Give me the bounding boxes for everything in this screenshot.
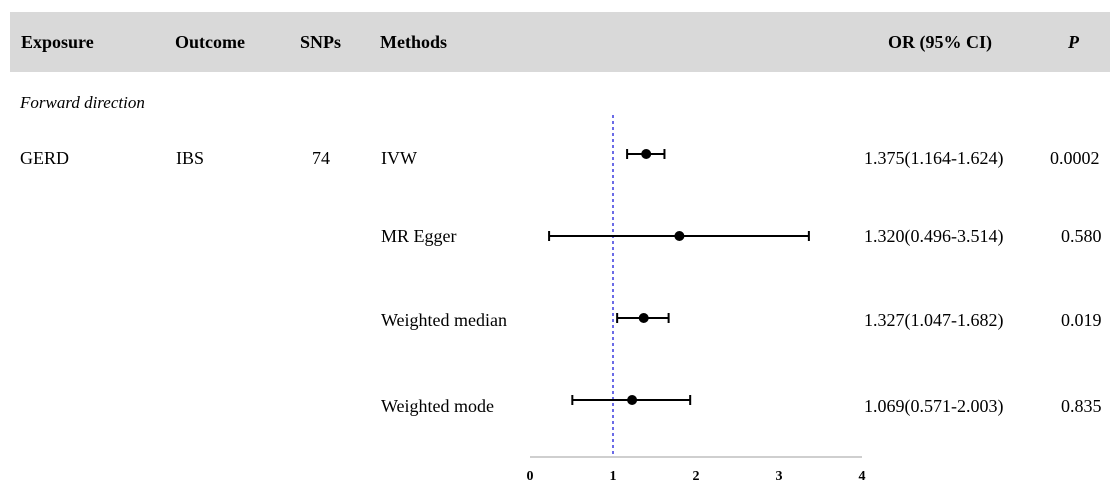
table-header [10, 12, 1110, 72]
estimate-point [627, 395, 638, 405]
header-exposure: Exposure [21, 32, 94, 52]
header-snps: SNPs [300, 32, 342, 52]
or-ci-value: 1.375(1.164-1.624) [864, 148, 1004, 168]
method-label: IVW [381, 148, 417, 168]
header-methods: Methods [380, 32, 447, 52]
estimate-point [638, 313, 649, 323]
p-value: 0.019 [1061, 310, 1102, 330]
estimate-point [674, 231, 685, 241]
method-label: Weighted median [381, 310, 508, 330]
or-ci-value: 1.320(0.496-3.514) [864, 226, 1004, 246]
p-value: 0.835 [1061, 396, 1102, 416]
exposure-value: GERD [20, 148, 69, 168]
x-tick-label: 3 [776, 469, 783, 484]
or-ci-value: 1.327(1.047-1.682) [864, 310, 1004, 330]
header-p: P [1068, 32, 1079, 52]
forest-row-2 [616, 313, 670, 323]
method-label: MR Egger [381, 226, 457, 246]
x-tick-label: 4 [859, 469, 866, 484]
forest-row-1 [548, 231, 810, 241]
or-ci-value: 1.069(0.571-2.003) [864, 396, 1004, 416]
p-value: 0.0002 [1050, 148, 1100, 168]
x-tick-label: 1 [610, 469, 617, 484]
p-value: 0.580 [1061, 226, 1102, 246]
section-label: Forward direction [20, 93, 145, 112]
forest-row-0 [626, 149, 666, 159]
header-or-ci: OR (95% CI) [888, 32, 992, 52]
forest-row-3 [571, 395, 692, 405]
outcome-value: IBS [176, 148, 205, 168]
estimate-point [641, 149, 652, 159]
method-label: Weighted mode [381, 396, 495, 416]
x-tick-label: 2 [693, 469, 700, 484]
x-tick-label: 0 [527, 469, 534, 484]
snps-value: 74 [312, 148, 330, 168]
header-outcome: Outcome [175, 32, 245, 52]
